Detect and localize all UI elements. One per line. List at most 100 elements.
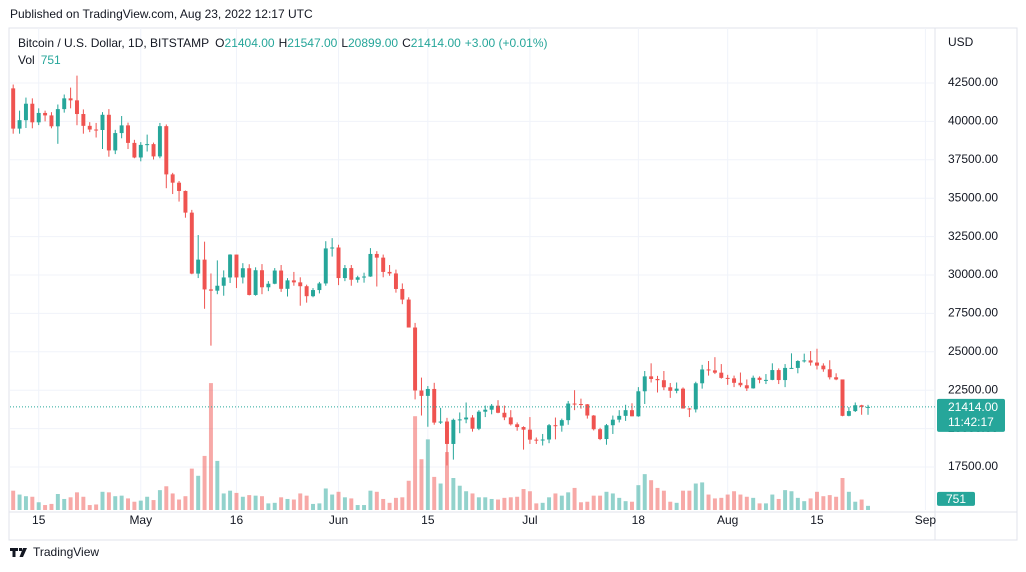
volume-bar [566,492,571,510]
volume-bar [655,487,660,510]
candle-body [362,276,367,278]
logo-icon [10,548,27,557]
candle-body [815,362,819,366]
volume-bar [311,503,315,510]
volume-bar [610,493,615,510]
candle-body [553,425,558,427]
y-tick-label: 42500.00 [948,75,998,89]
candle-body [94,129,99,131]
y-tick-label: 37500.00 [948,152,998,166]
candle-body [68,98,73,101]
candle-body [598,429,603,440]
volume-bar [132,501,137,510]
volume-value: 751 [41,53,61,67]
candle-body [770,370,775,380]
candle-body [547,425,552,440]
candle-body [260,270,264,288]
volume-bar [846,491,851,510]
candle-body [719,372,724,378]
volume-bar [106,492,111,510]
candle-body [30,103,35,123]
candle-body [853,405,858,412]
candle-body [119,125,124,134]
candle-body [355,277,360,280]
volume-bar [515,496,520,510]
volume-bar [49,503,54,510]
volume-bar [23,496,28,510]
volume-bar [157,490,162,510]
candle-body [189,212,194,274]
candle-body [208,289,213,291]
candle-body [502,412,507,418]
ohlc-label: L [341,36,348,50]
candle-body [106,114,111,151]
volume-bar [215,460,220,510]
volume-bar [177,499,182,510]
volume-bar [744,496,749,510]
volume-bar [55,494,60,510]
volume-bar [17,494,22,510]
candle-body [138,144,143,158]
candle-body [215,285,220,291]
volume-bar [483,497,488,510]
candle-body [81,114,86,126]
volume-bar [393,497,398,510]
volume-bar [815,491,819,510]
candle-body [508,417,513,425]
volume-bar [208,383,213,510]
candle-body [311,290,315,297]
candle-body [87,125,92,130]
volume-bar [445,452,449,510]
candle-body [393,273,398,289]
volume-bar [291,499,296,510]
candle-body [661,380,666,388]
volume-bar [170,493,175,510]
volume-bar [285,498,290,510]
y-tick-label: 30000.00 [948,267,998,281]
volume-bar [30,496,35,510]
candle-body [693,383,698,410]
y-tick-label: 27500.00 [948,306,998,320]
volume-bar [598,495,603,510]
candle-body [630,410,634,417]
volume-bar [585,501,590,510]
candle-body [489,405,494,410]
volume-bar [138,500,143,510]
volume-bar [413,416,418,510]
y-tick-label: 32500.00 [948,229,998,243]
candle-body [655,378,660,381]
last-volume-tag [937,491,975,506]
candle-body [49,115,54,127]
volume-bar [381,498,386,510]
volume-bar [527,491,532,510]
candle-body [521,427,526,430]
volume-bar [68,497,73,510]
volume-bar [419,459,424,510]
volume-bar [323,488,328,510]
candles [11,75,870,466]
volume-bar [821,496,826,510]
ohlc-value: 21547.00 [287,36,337,50]
candle-body [381,257,386,272]
candle-body [700,369,705,384]
symbol-title: Bitcoin / U.S. Dollar, 1D, BITSTAMP [18,36,209,50]
candle-body [668,387,673,391]
candle-body [406,299,411,328]
candle-body [738,382,743,386]
candle-body [234,254,239,278]
candle-body [400,288,405,300]
volume-bar [432,476,437,510]
volume-bar [266,503,271,510]
candle-body [674,388,679,391]
candle-body [681,388,685,409]
ohlc-label: H [279,36,288,50]
volume-bar [87,505,92,510]
candle-body [604,425,609,440]
volume-bar [342,497,347,510]
volume-bar [253,495,258,510]
volume-bar [164,486,169,510]
volume-bar [604,491,609,510]
volume-bar [425,439,430,510]
